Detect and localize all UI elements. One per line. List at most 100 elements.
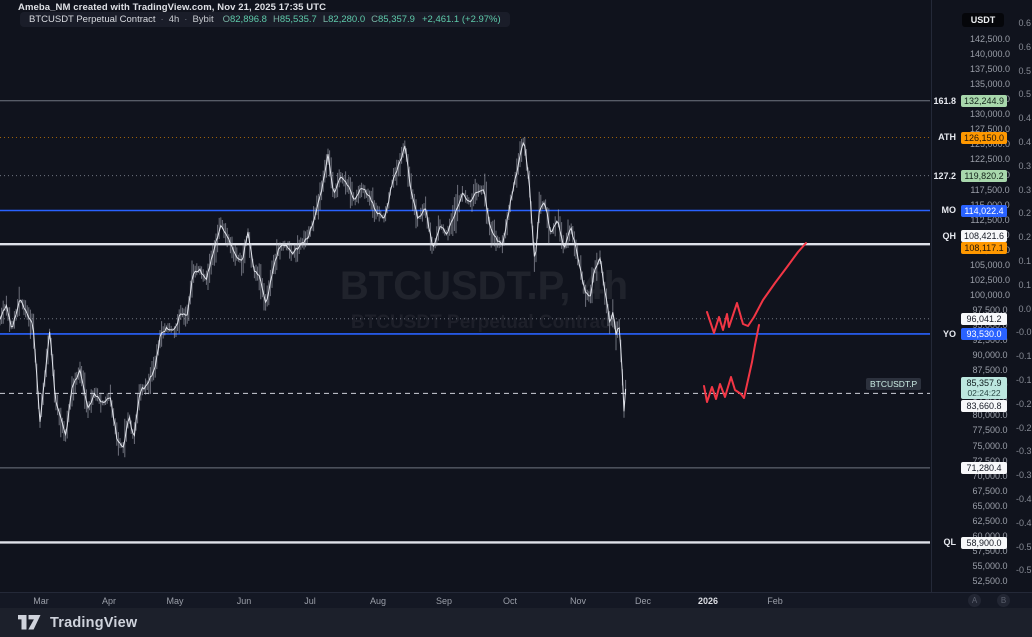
axis-corner-button-a[interactable]: A: [968, 594, 981, 607]
price-badge-level-96041: 96,041.2: [961, 313, 1007, 326]
price-tick: 52,500.0: [972, 576, 1008, 586]
bottom-bar: TradingView: [0, 608, 1032, 637]
secondary-scale-tick: 0.3: [1018, 184, 1031, 195]
secondary-scale-tick: -0.3: [1016, 470, 1032, 481]
price-tick: 125,000.0: [969, 139, 1011, 150]
level-label-quarterly-high: QH: [942, 231, 957, 241]
price-tick: 60,000.0: [972, 530, 1008, 541]
price-series-wicks: [0, 136, 627, 458]
price-tick: 55,000.0: [972, 560, 1008, 571]
credit-line: Ameba_NM created with TradingView.com, N…: [18, 2, 327, 13]
chart-canvas[interactable]: [0, 0, 930, 592]
secondary-scale-tick: 0.2: [1018, 232, 1031, 243]
price-badge-ath: 126,150.0: [961, 131, 1008, 144]
price-tick: 100,000.0: [969, 289, 1011, 300]
price-badge-fib-127-2: 119,820.2: [961, 170, 1007, 183]
time-axis-label-nov: Nov: [569, 596, 587, 606]
price-tick: 92,500.0: [972, 335, 1008, 346]
price-tick: 130,000.0: [969, 109, 1011, 120]
level-label-fib-127-2: 127.2: [933, 170, 956, 181]
time-axis-label-apr: Apr: [101, 596, 117, 606]
tradingview-logo-icon: [18, 615, 41, 630]
axis-corner-button-b[interactable]: B: [997, 594, 1010, 607]
time-axis-label-oct: Oct: [502, 596, 518, 606]
ohlc-o: O82,896.8: [222, 14, 267, 25]
secondary-scale-tick: 0.4: [1018, 113, 1031, 124]
price-badge-level-83660: 83,660.8: [961, 400, 1007, 412]
ohlc-h: H85,535.7: [272, 14, 317, 25]
legend-change: +2,461.1 (+2.97%): [421, 14, 501, 25]
price-series-line: [0, 141, 627, 448]
secondary-scale-tick: -0.3: [1016, 446, 1032, 457]
price-tick: 57,500.0: [972, 545, 1008, 556]
legend-exchange: Bybit: [192, 14, 214, 25]
price-tick: 67,500.0: [972, 485, 1008, 496]
secondary-scale-tick: 0.3: [1018, 160, 1031, 171]
secondary-scale-tick: -0.1: [1016, 351, 1032, 362]
secondary-scale-tick: -0.4: [1016, 494, 1032, 504]
price-badge-level-108117: 108,117.1: [961, 242, 1007, 254]
time-axis-label-2026: 2026: [697, 596, 719, 606]
level-label-yearly-open: YO: [942, 328, 956, 339]
secondary-scale-tick: 0.6: [1018, 41, 1031, 52]
price-tick: 87,500.0: [972, 365, 1008, 376]
price-tick: 135,000.0: [969, 79, 1011, 90]
price-tick: 105,000.0: [969, 259, 1011, 270]
ohlc-c: C85,357.9: [371, 14, 415, 25]
price-tick: 140,000.0: [969, 49, 1011, 60]
time-axis[interactable]: Mar Apr May Jun Jul Aug Sep Oct Nov Dec 2026 Feb A B: [0, 592, 1032, 609]
price-tick: 80,000.0: [972, 410, 1008, 421]
price-tick: 90,000.0: [972, 350, 1008, 361]
price-tick: 117,500.0: [970, 184, 1010, 195]
price-tick: 112,500.0: [970, 214, 1010, 225]
level-label-quarterly-low: QL: [943, 537, 957, 548]
level-label-monthly-open: MO: [941, 205, 957, 216]
price-tick: 95,000.0: [972, 320, 1008, 331]
time-axis-label-jun: Jun: [236, 596, 252, 606]
price-badge-yearly-open: 93,530.0: [961, 328, 1007, 341]
projection-drawing-lower[interactable]: [703, 324, 760, 403]
price-badge-quarterly-low: 58,900.0: [961, 536, 1007, 549]
secondary-scale-tick: -0.2: [1016, 422, 1032, 433]
secondary-scale-tick: 0.0: [1018, 303, 1031, 314]
legend-separator-2: ·: [184, 14, 188, 25]
level-label-fib-161-8: 161.8: [933, 95, 956, 106]
price-badge-fib-161-8: 132,244.9: [961, 95, 1008, 108]
price-axis[interactable]: USDT 142,500.0 140,000.0 137,500.0 135,000.…: [931, 0, 1032, 592]
price-tick: 115,000.0: [962, 200, 1018, 210]
price-tick: 62,500.0: [972, 515, 1008, 526]
time-axis-label-feb: Feb: [767, 596, 783, 606]
time-axis-label-dec: Dec: [634, 596, 652, 606]
currency-toggle-button[interactable]: USDT: [962, 13, 1004, 27]
level-label-ath: ATH: [938, 132, 956, 143]
last-price-symbol-chip: BTCUSDT.P: [866, 378, 922, 390]
price-badge-level-71280: 71,280.4: [961, 462, 1007, 475]
secondary-scale-tick: 0.1: [1018, 256, 1031, 266]
price-tick: 137,500.0: [969, 64, 1011, 75]
secondary-scale-tick: -0.5: [1016, 541, 1032, 552]
secondary-scale-tick: 0.6: [1018, 18, 1031, 28]
secondary-scale-tick: -0.5: [1016, 565, 1032, 576]
time-axis-label-aug: Aug: [369, 596, 387, 606]
secondary-scale-tick: 0.5: [1018, 65, 1031, 76]
watermark-symbol: BTCUSDT.P, 4h: [339, 264, 629, 308]
secondary-scale-tick: -0.1: [1016, 375, 1032, 385]
ohlc-l: L82,280.0: [322, 14, 366, 25]
price-badge-quarterly-high: 108,421.6: [961, 230, 1008, 242]
price-tick: 65,000.0: [972, 500, 1008, 511]
time-axis-label-jul: Jul: [304, 596, 316, 606]
projection-drawing-upper[interactable]: [706, 242, 807, 334]
price-tick: 122,500.0: [969, 154, 1011, 165]
time-axis-label-mar: Mar: [33, 596, 49, 606]
price-tick: 102,500.0: [969, 274, 1011, 285]
time-axis-label-may: May: [166, 596, 184, 606]
secondary-scale-tick: -0.0: [1016, 327, 1032, 338]
tradingview-logo[interactable]: TradingView: [18, 615, 137, 631]
price-tick: 77,500.0: [972, 425, 1008, 436]
secondary-scale-tick: 0.2: [1018, 208, 1031, 219]
price-tick: 142,500.0: [969, 34, 1011, 44]
watermark-description: BTCUSDT Perpetual Contract: [350, 312, 618, 333]
legend-timeframe[interactable]: 4h: [168, 14, 180, 25]
legend-symbol-title[interactable]: BTCUSDT Perpetual Contract: [29, 14, 156, 25]
